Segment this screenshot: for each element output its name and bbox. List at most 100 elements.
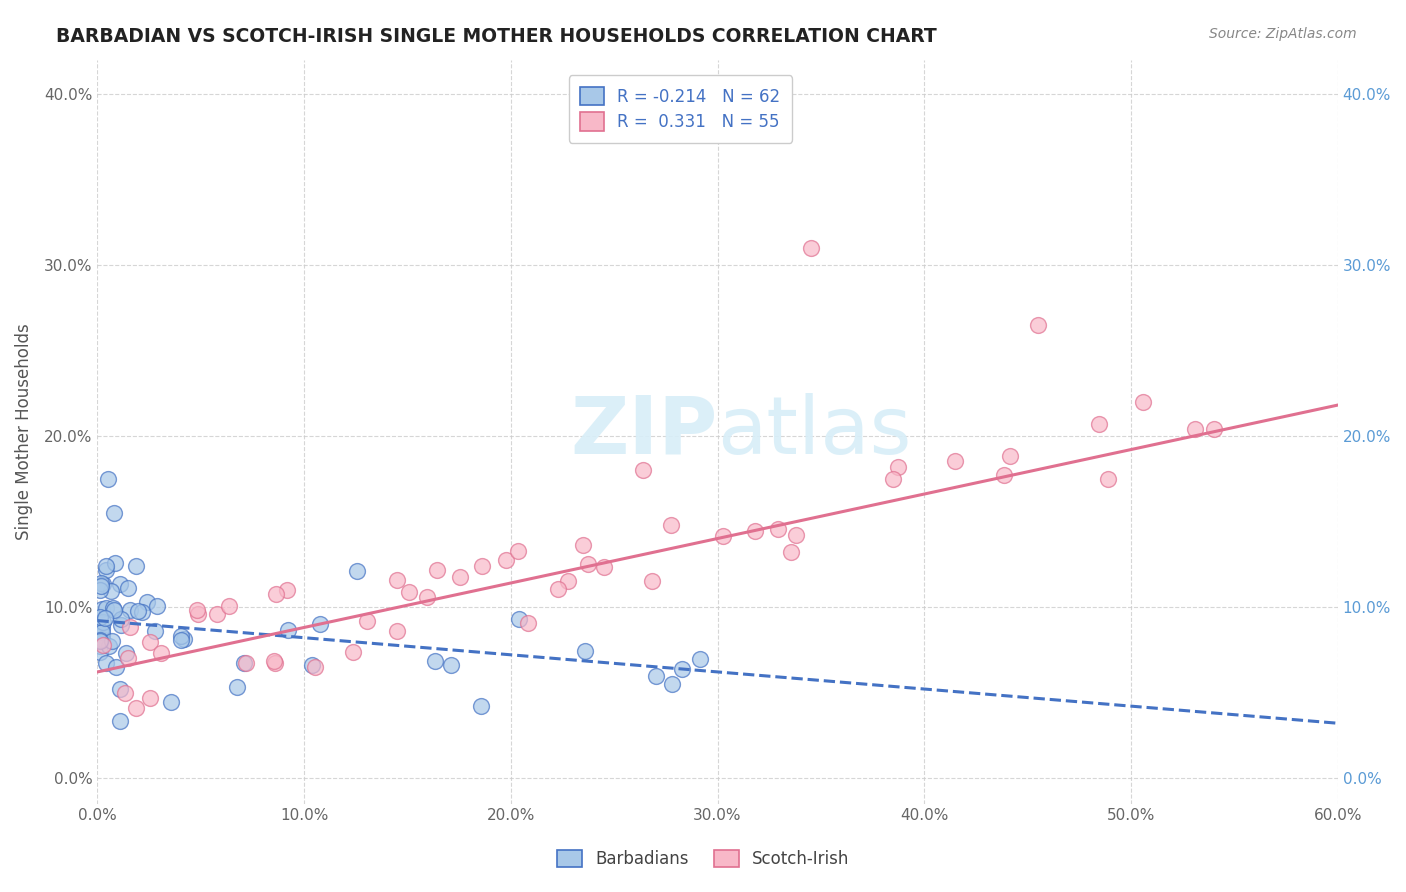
Point	[108, 714, 131, 728]
Point	[780, 545, 803, 559]
Point	[114, 686, 136, 700]
Point	[1026, 318, 1049, 332]
Point	[277, 623, 299, 637]
Point	[1132, 394, 1154, 409]
Point	[744, 524, 766, 539]
Point	[508, 612, 530, 626]
Point	[572, 538, 595, 552]
Point	[547, 582, 569, 596]
Point	[218, 599, 240, 614]
Point	[346, 564, 368, 578]
Point	[139, 690, 162, 705]
Point	[110, 576, 132, 591]
Point	[90, 628, 112, 642]
Point	[125, 701, 148, 715]
Point	[89, 633, 111, 648]
Point	[131, 605, 153, 619]
Point	[170, 629, 193, 643]
Point	[89, 645, 111, 659]
Point	[127, 603, 149, 617]
Point	[887, 460, 910, 475]
Point	[186, 603, 208, 617]
Point	[117, 581, 139, 595]
Point	[439, 657, 461, 672]
Point	[943, 453, 966, 467]
Point	[671, 662, 693, 676]
Point	[96, 656, 118, 670]
Point	[108, 681, 131, 696]
Point	[100, 584, 122, 599]
Point	[470, 698, 492, 713]
Point	[766, 523, 789, 537]
Text: ZIP: ZIP	[571, 392, 717, 471]
Point	[785, 528, 807, 542]
Point	[557, 574, 579, 589]
Point	[90, 579, 112, 593]
Point	[101, 601, 124, 615]
Point	[97, 639, 120, 653]
Point	[146, 599, 169, 614]
Point	[101, 633, 124, 648]
Point	[232, 656, 254, 670]
Point	[644, 668, 666, 682]
Point	[89, 633, 111, 648]
Point	[160, 694, 183, 708]
Point	[398, 584, 420, 599]
Point	[593, 560, 616, 574]
Point	[387, 574, 409, 588]
Point	[110, 612, 132, 626]
Point	[641, 574, 664, 589]
Point	[263, 654, 285, 668]
Point	[110, 618, 132, 632]
Point	[495, 553, 517, 567]
Point	[1204, 422, 1226, 436]
Point	[103, 506, 125, 520]
Point	[91, 615, 114, 630]
Text: atlas: atlas	[717, 392, 912, 471]
Point	[94, 600, 117, 615]
Point	[882, 472, 904, 486]
Point	[574, 644, 596, 658]
Point	[1184, 422, 1206, 436]
Point	[661, 677, 683, 691]
Point	[449, 570, 471, 584]
Point	[91, 638, 114, 652]
Point	[689, 652, 711, 666]
Point	[301, 657, 323, 672]
Point	[91, 625, 114, 640]
Point	[576, 557, 599, 571]
Point	[96, 558, 118, 573]
Point	[124, 558, 146, 573]
Point	[304, 660, 326, 674]
Point	[120, 603, 142, 617]
Point	[423, 654, 446, 668]
Point	[139, 634, 162, 648]
Point	[89, 582, 111, 597]
Point	[309, 616, 332, 631]
Point	[471, 559, 494, 574]
Point	[385, 624, 408, 639]
Point	[91, 632, 114, 646]
Point	[94, 610, 117, 624]
Point	[711, 529, 734, 543]
Point	[117, 651, 139, 665]
Point	[173, 632, 195, 647]
Point	[264, 656, 287, 670]
Point	[169, 633, 191, 648]
Legend: R = -0.214   N = 62, R =  0.331   N = 55: R = -0.214 N = 62, R = 0.331 N = 55	[569, 75, 792, 143]
Legend: Barbadians, Scotch-Irish: Barbadians, Scotch-Irish	[550, 843, 856, 875]
Point	[104, 556, 127, 570]
Point	[356, 615, 378, 629]
Point	[800, 241, 823, 255]
Point	[264, 587, 287, 601]
Point	[118, 620, 141, 634]
Point	[150, 646, 173, 660]
Point	[1088, 417, 1111, 431]
Point	[187, 607, 209, 621]
Point	[90, 576, 112, 591]
Text: Source: ZipAtlas.com: Source: ZipAtlas.com	[1209, 27, 1357, 41]
Point	[97, 472, 120, 486]
Point	[93, 577, 115, 591]
Point	[1097, 472, 1119, 486]
Point	[136, 595, 159, 609]
